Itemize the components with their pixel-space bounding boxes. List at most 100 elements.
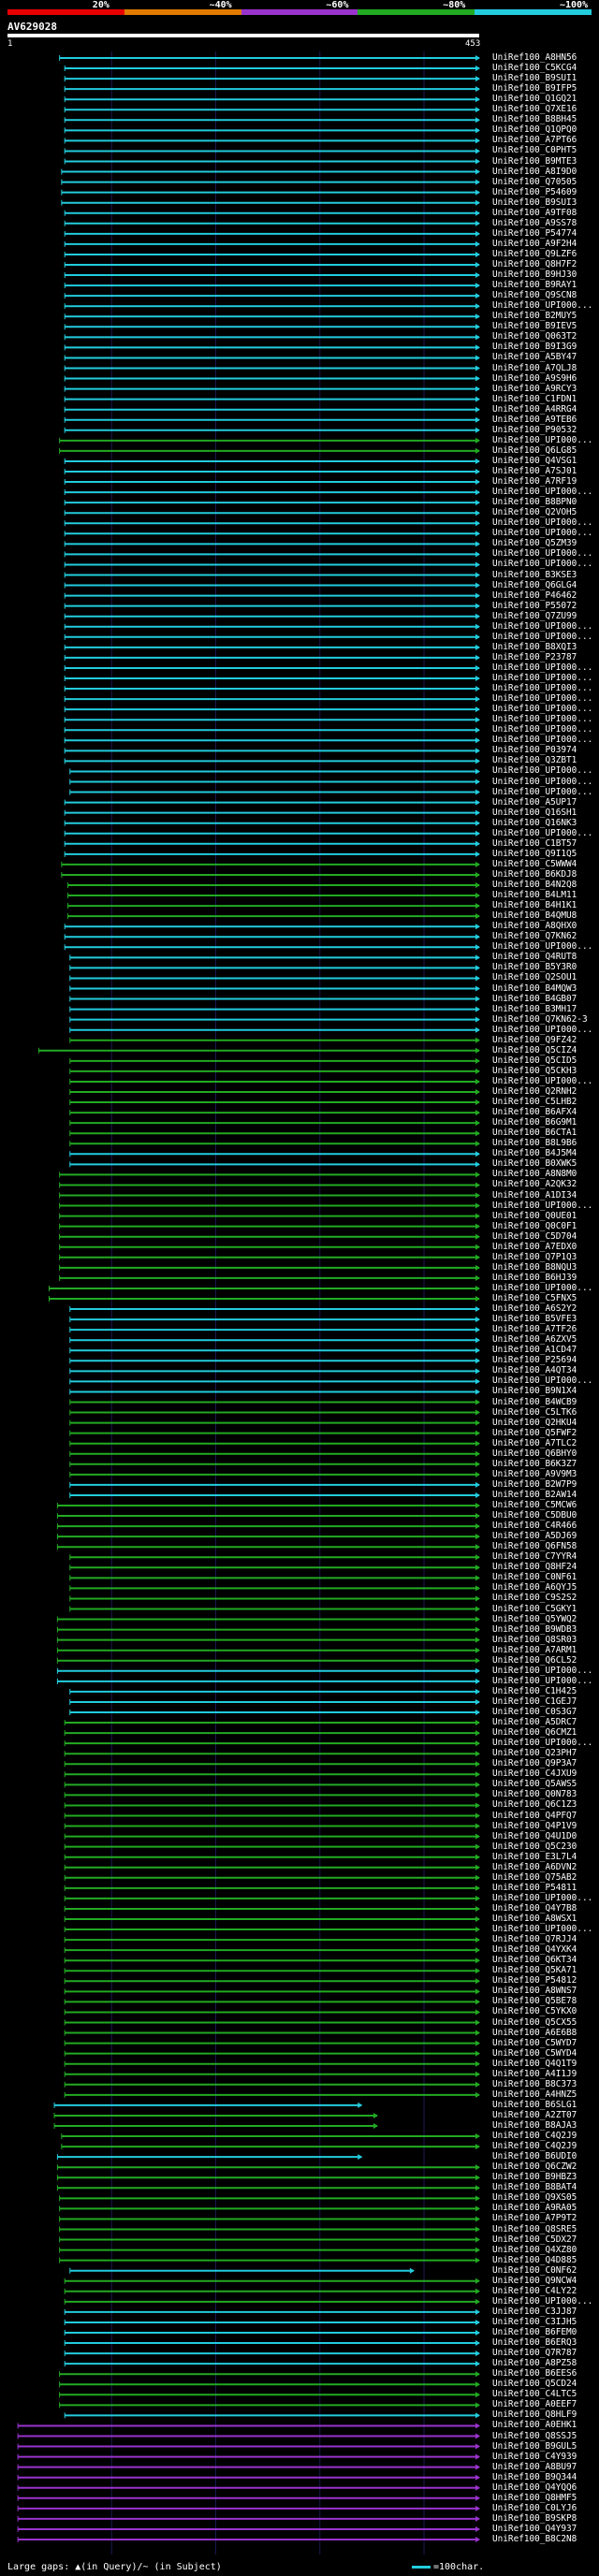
hit-label[interactable]: UniRef100_P25694 xyxy=(492,1355,577,1366)
hit-label[interactable]: UniRef100_C5DX27 xyxy=(492,2234,577,2245)
hit-label[interactable]: UniRef100_B3KSE3 xyxy=(492,569,577,580)
hit-label[interactable]: UniRef100_C0LYJ6 xyxy=(492,2502,577,2513)
hit-label[interactable]: UniRef100_B9RAY1 xyxy=(492,280,577,291)
hit-label[interactable]: UniRef100_Q9P3A7 xyxy=(492,1758,577,1769)
hit-label[interactable]: UniRef100_UPI000... xyxy=(492,1282,593,1293)
hit-label[interactable]: UniRef100_Q6CZW2 xyxy=(492,2161,577,2173)
hit-label[interactable]: UniRef100_C0NF62 xyxy=(492,2264,577,2276)
hit-label[interactable]: UniRef100_Q5CKH3 xyxy=(492,1065,577,1076)
hit-label[interactable]: UniRef100_C5GKY1 xyxy=(492,1603,577,1614)
hit-label[interactable]: UniRef100_UPI000... xyxy=(492,662,593,673)
hit-label[interactable]: UniRef100_Q1QPQ0 xyxy=(492,124,577,136)
hit-label[interactable]: UniRef100_Q8HMF5 xyxy=(492,2492,577,2503)
hit-label[interactable]: UniRef100_UPI000... xyxy=(492,1075,593,1086)
hit-label[interactable]: UniRef100_UPI000... xyxy=(492,776,593,787)
hit-label[interactable]: UniRef100_A7EDX0 xyxy=(492,1241,577,1252)
hit-label[interactable]: UniRef100_Q9FZ42 xyxy=(492,1034,577,1045)
hit-label[interactable]: UniRef100_UPI000... xyxy=(492,1924,593,1935)
hit-label[interactable]: UniRef100_UPI000... xyxy=(492,517,593,529)
hit-label[interactable]: UniRef100_B9IFP5 xyxy=(492,83,577,95)
hit-label[interactable]: UniRef100_Q5AWS5 xyxy=(492,1779,577,1790)
hit-label[interactable]: UniRef100_E3L7L4 xyxy=(492,1851,577,1862)
hit-label[interactable]: UniRef100_A5DRC7 xyxy=(492,1717,577,1728)
hit-label[interactable]: UniRef100_Q5CIZ4 xyxy=(492,1044,577,1055)
hit-label[interactable]: UniRef100_C4LY22 xyxy=(492,2285,577,2296)
hit-label[interactable]: UniRef100_Q5ZM39 xyxy=(492,538,577,549)
hit-label[interactable]: UniRef100_B4J5M4 xyxy=(492,1148,577,1159)
hit-label[interactable]: UniRef100_UPI000... xyxy=(492,1200,593,1211)
hit-label[interactable]: UniRef100_C1GEJ7 xyxy=(492,1696,577,1707)
hit-label[interactable]: UniRef100_C5LHB2 xyxy=(492,1097,577,1108)
hit-label[interactable]: UniRef100_UPI000... xyxy=(492,1024,593,1035)
hit-label[interactable]: UniRef100_C5LTK6 xyxy=(492,1406,577,1418)
hit-label[interactable]: UniRef100_P54812 xyxy=(492,1975,577,1987)
hit-label[interactable]: UniRef100_C4Q2J9 xyxy=(492,2131,577,2142)
hit-label[interactable]: UniRef100_P03974 xyxy=(492,745,577,756)
hit-label[interactable]: UniRef100_C4JXU9 xyxy=(492,1768,577,1780)
hit-label[interactable]: UniRef100_B4QMU8 xyxy=(492,910,577,922)
hit-label[interactable]: UniRef100_Q8SR03 xyxy=(492,1634,577,1645)
hit-label[interactable]: UniRef100_A7SJ01 xyxy=(492,466,577,476)
hit-label[interactable]: UniRef100_B8NQU3 xyxy=(492,1261,577,1273)
hit-label[interactable]: UniRef100_B9GUL5 xyxy=(492,2440,577,2452)
hit-label[interactable]: UniRef100_P23787 xyxy=(492,651,577,662)
hit-label[interactable]: UniRef100_B9IEV5 xyxy=(492,321,577,332)
hit-label[interactable]: UniRef100_A1DI34 xyxy=(492,1189,577,1201)
hit-label[interactable]: UniRef100_Q8H7F2 xyxy=(492,259,577,269)
hit-label[interactable]: UniRef100_UPI000... xyxy=(492,786,593,797)
hit-label[interactable]: UniRef100_UPI000... xyxy=(492,620,593,632)
hit-label[interactable]: UniRef100_B6AFX4 xyxy=(492,1107,577,1118)
hit-label[interactable]: UniRef100_A8N8M0 xyxy=(492,1169,577,1180)
hit-label[interactable]: UniRef100_B9WDB3 xyxy=(492,1623,577,1635)
hit-label[interactable]: UniRef100_UPI000... xyxy=(492,487,593,498)
hit-label[interactable]: UniRef100_Q6GLG4 xyxy=(492,579,577,590)
hit-label[interactable]: UniRef100_B8C373 xyxy=(492,2078,577,2089)
hit-label[interactable]: UniRef100_Q5CID5 xyxy=(492,1055,577,1066)
hit-label[interactable]: UniRef100_Q6LG85 xyxy=(492,444,577,456)
hit-label[interactable]: UniRef100_Q4D885 xyxy=(492,2254,577,2265)
hit-label[interactable]: UniRef100_Q4VSG1 xyxy=(492,455,577,466)
hit-label[interactable]: UniRef100_Q7XE16 xyxy=(492,104,577,115)
hit-label[interactable]: UniRef100_Q2HKU4 xyxy=(492,1417,577,1428)
hit-label[interactable]: UniRef100_A9SS78 xyxy=(492,217,577,228)
hit-label[interactable]: UniRef100_A7PT66 xyxy=(492,135,577,146)
hit-label[interactable]: UniRef100_Q5CD24 xyxy=(492,2379,577,2390)
hit-label[interactable]: UniRef100_UPI000... xyxy=(492,765,593,777)
hit-label[interactable]: UniRef100_C5D704 xyxy=(492,1230,577,1242)
hit-label[interactable]: UniRef100_Q063T2 xyxy=(492,331,577,342)
hit-label[interactable]: UniRef100_A9RCY3 xyxy=(492,383,577,394)
hit-label[interactable]: UniRef100_P55072 xyxy=(492,600,577,611)
hit-label[interactable]: UniRef100_Q2SOU1 xyxy=(492,972,577,983)
hit-label[interactable]: UniRef100_B8XQI3 xyxy=(492,641,577,652)
hit-label[interactable]: UniRef100_C5WYD7 xyxy=(492,2037,577,2048)
hit-label[interactable]: UniRef100_C4R466 xyxy=(492,1521,577,1532)
hit-label[interactable]: UniRef100_A7RF19 xyxy=(492,476,577,488)
hit-label[interactable]: UniRef100_Q16NK3 xyxy=(492,817,577,828)
hit-label[interactable]: UniRef100_UPI000... xyxy=(492,704,593,715)
hit-label[interactable]: UniRef100_C3JJ87 xyxy=(492,2306,577,2317)
hit-label[interactable]: UniRef100_B8BAT4 xyxy=(492,2182,577,2193)
hit-label[interactable]: UniRef100_C9S2S2 xyxy=(492,1593,577,1604)
hit-label[interactable]: UniRef100_Q2RNH2 xyxy=(492,1086,577,1097)
hit-label[interactable]: UniRef100_B8BPN0 xyxy=(492,497,577,508)
hit-label[interactable]: UniRef100_C5WWW4 xyxy=(492,858,577,869)
hit-label[interactable]: UniRef100_A4RRG4 xyxy=(492,403,577,415)
hit-label[interactable]: UniRef100_Q0N783 xyxy=(492,1789,577,1800)
hit-label[interactable]: UniRef100_B4LM11 xyxy=(492,890,577,901)
hit-label[interactable]: UniRef100_P54811 xyxy=(492,1882,577,1893)
hit-label[interactable]: UniRef100_A4HNZ5 xyxy=(492,2088,577,2100)
hit-label[interactable]: UniRef100_Q6CL52 xyxy=(492,1654,577,1666)
hit-label[interactable]: UniRef100_A5BY47 xyxy=(492,352,577,363)
hit-label[interactable]: UniRef100_C0NF61 xyxy=(492,1572,577,1583)
hit-label[interactable]: UniRef100_A8PZ58 xyxy=(492,2358,577,2369)
hit-label[interactable]: UniRef100_B6FEM0 xyxy=(492,2327,577,2337)
hit-label[interactable]: UniRef100_A4QT34 xyxy=(492,1365,577,1376)
hit-label[interactable]: UniRef100_Q9I1Q5 xyxy=(492,848,577,859)
hit-label[interactable]: UniRef100_UPI000... xyxy=(492,528,593,539)
hit-label[interactable]: UniRef100_Q6C1Z3 xyxy=(492,1799,577,1811)
hit-label[interactable]: UniRef100_Q5BE78 xyxy=(492,1996,577,2007)
hit-label[interactable]: UniRef100_B4GB07 xyxy=(492,993,577,1004)
hit-label[interactable]: UniRef100_Q2VOH5 xyxy=(492,507,577,518)
hit-label[interactable]: UniRef100_Q7KN62 xyxy=(492,931,577,942)
hit-label[interactable]: UniRef100_B9I3G9 xyxy=(492,342,577,353)
